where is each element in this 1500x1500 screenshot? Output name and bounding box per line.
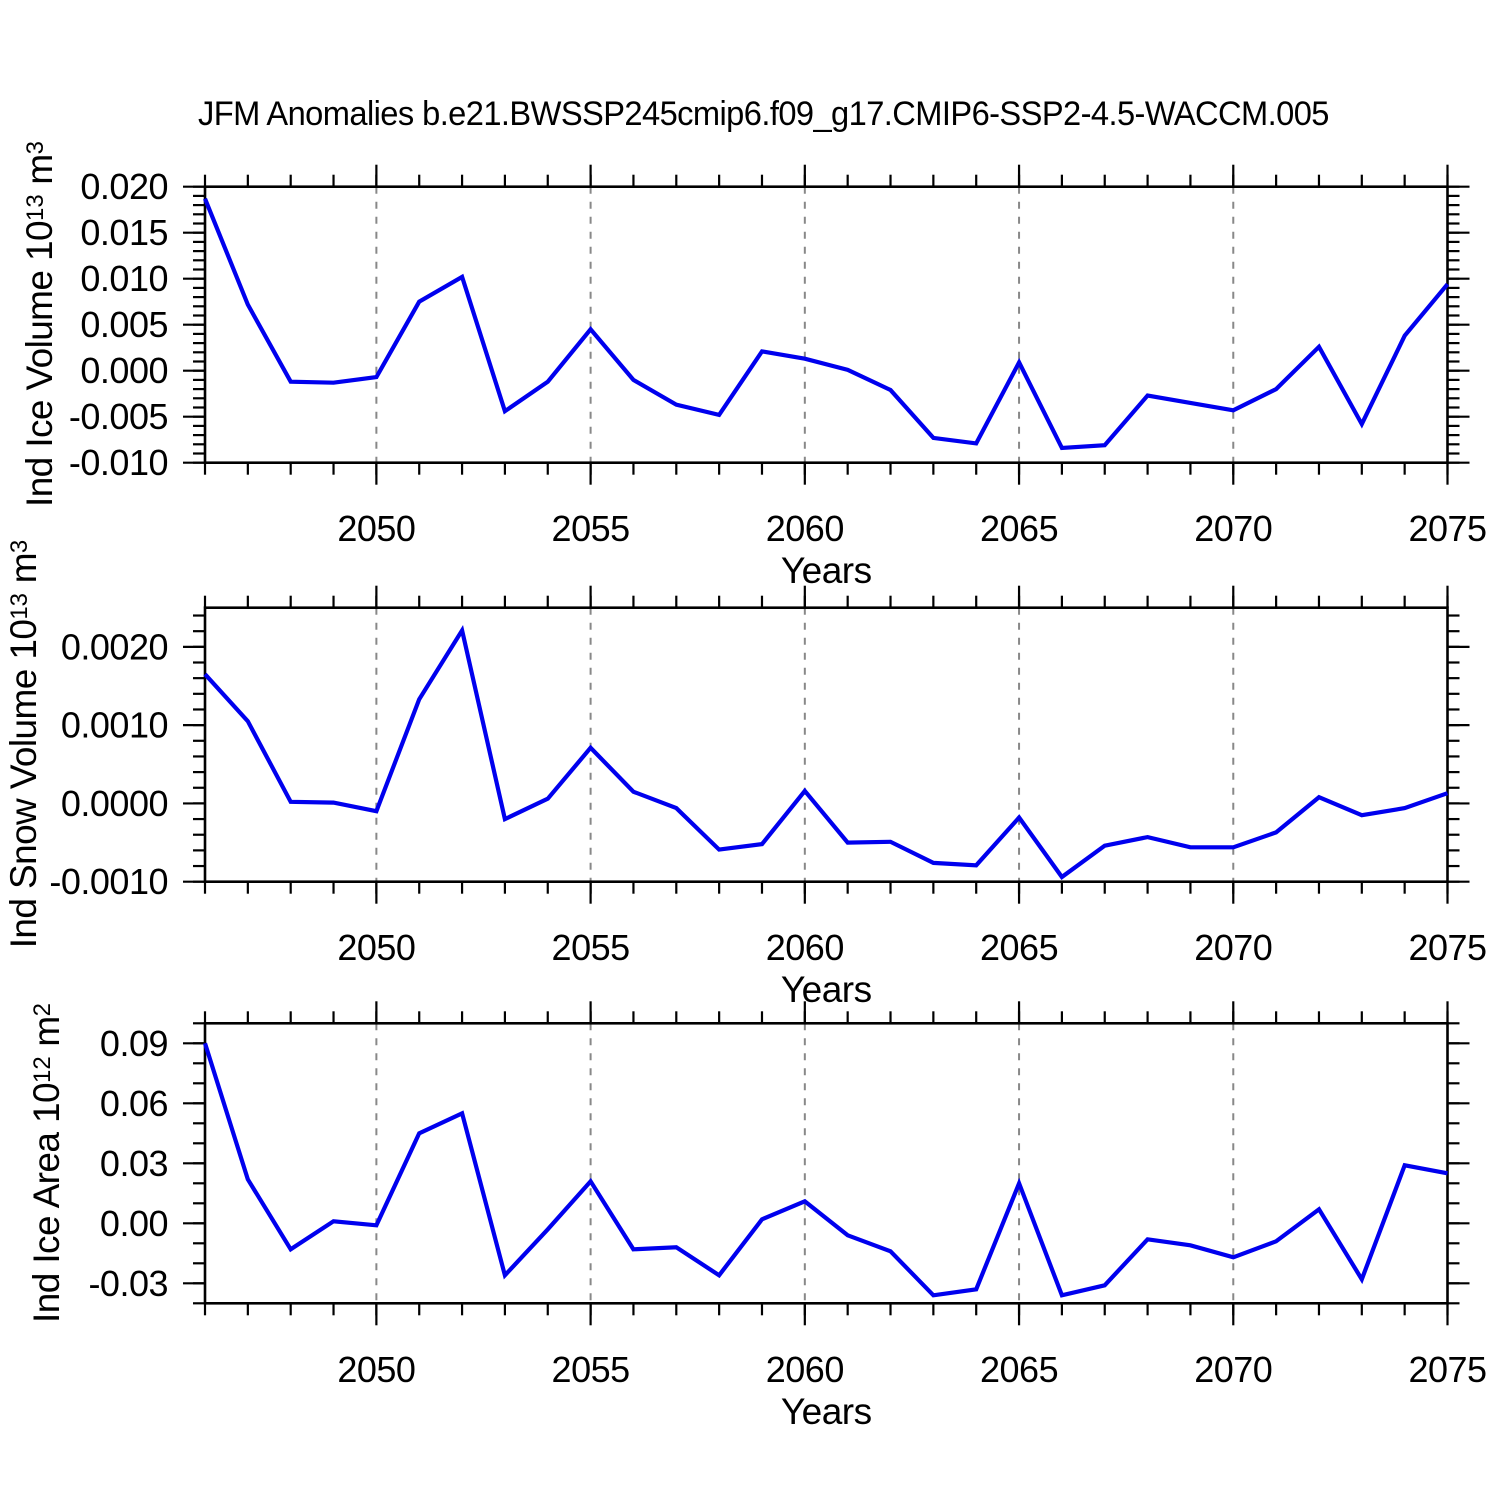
plot-frame [203,1021,1449,1305]
chart-title: JFM Anomalies b.e21.BWSSP245cmip6.f09_g1… [198,95,1329,133]
ind-ice-volume-line [203,197,1450,451]
y-tick-label: -0.005 [69,396,168,437]
y-tick-label: -0.03 [88,1263,168,1304]
x-tick-label: 2060 [766,1349,844,1390]
y-tick-label: 0.06 [100,1083,168,1124]
y-tick-label: 0.03 [100,1143,168,1184]
y-tick-label: -0.0010 [49,861,168,902]
x-tick-label: 2050 [337,927,415,968]
x-tick-label: 2055 [552,927,630,968]
x-tick-label: 2070 [1194,508,1272,549]
y-tick-label: 0.005 [80,304,168,345]
y-tick-label: 0.0000 [61,783,168,824]
y-tick-label: 0.0020 [61,626,168,667]
x-tick-label: 2065 [980,508,1058,549]
x-tick-label: 2060 [766,508,844,549]
x-axis-title: Years [781,1391,872,1432]
y-tick-label: 0.00 [100,1203,168,1244]
ind-ice-area-line [202,1042,1448,1298]
x-tick-label: 2070 [1194,927,1272,968]
y-tick-label: 0.015 [80,212,168,253]
y-tick-label: 0.010 [80,258,168,299]
y-tick-label: 0.09 [100,1023,168,1064]
x-tick-label: 2075 [1408,508,1486,549]
x-tick-label: 2075 [1408,1349,1486,1390]
x-tick-label: 2060 [766,927,844,968]
x-tick-label: 2070 [1194,1349,1272,1390]
y-tick-label: -0.010 [69,442,168,483]
y-tick-label: 0.020 [80,166,168,207]
x-axis-title: Years [781,969,872,1010]
x-tick-label: 2050 [337,1349,415,1390]
x-tick-label: 2065 [980,1349,1058,1390]
ind-snow-volume-line [203,624,1449,880]
x-tick-label: 2055 [552,1349,630,1390]
x-tick-label: 2055 [552,508,630,549]
x-tick-label: 2050 [337,508,415,549]
plot-frame [203,606,1449,884]
x-tick-label: 2065 [980,927,1058,968]
y-tick-label: 0.0010 [61,705,168,746]
x-tick-label: 2075 [1408,927,1486,968]
x-axis-title: Years [781,550,872,591]
y-tick-label: 0.000 [80,350,168,391]
plot-frame [203,185,1449,464]
